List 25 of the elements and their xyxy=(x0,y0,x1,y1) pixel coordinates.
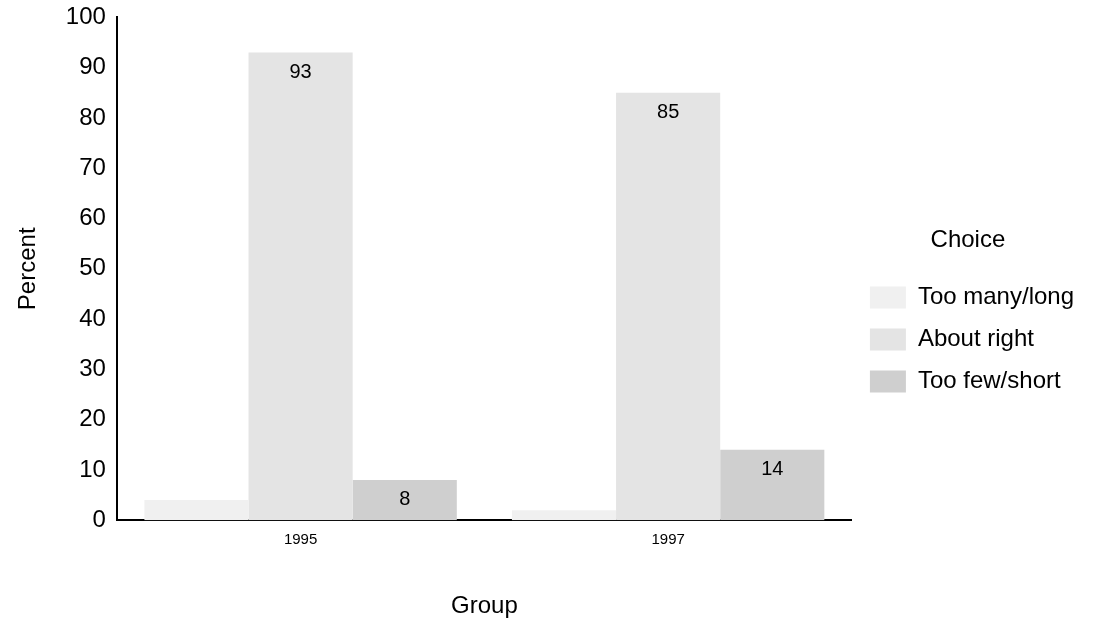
y-axis-title: Percent xyxy=(13,227,41,311)
data-label: 93 xyxy=(289,60,312,83)
x-axis-title: Group xyxy=(451,591,518,619)
bar xyxy=(352,479,457,521)
y-tick-label: 80 xyxy=(79,102,106,130)
legend-label: Too few/short xyxy=(917,366,1061,394)
y-tick-label: 90 xyxy=(79,52,106,80)
legend-label: About right xyxy=(917,324,1035,352)
data-label: 85 xyxy=(657,100,680,123)
legend-title: Choice xyxy=(930,225,1006,253)
y-tick-label: 50 xyxy=(79,253,106,281)
bar xyxy=(720,449,825,521)
x-tick-label: 1995 xyxy=(283,530,318,548)
y-tick-label: 20 xyxy=(79,404,106,432)
data-label: 8 xyxy=(399,487,411,510)
y-tick-label: 100 xyxy=(65,2,106,30)
y-tick-label: 10 xyxy=(79,454,106,482)
y-tick-label: 30 xyxy=(79,353,106,381)
x-tick-label: 1997 xyxy=(651,530,685,548)
y-tick-label: 70 xyxy=(79,152,106,180)
y-tick-label: 60 xyxy=(79,203,106,231)
y-tick-label: 0 xyxy=(92,504,106,532)
legend-label: Too many/long xyxy=(917,282,1074,310)
data-label: 14 xyxy=(761,457,784,480)
y-tick-label: 40 xyxy=(79,303,106,331)
